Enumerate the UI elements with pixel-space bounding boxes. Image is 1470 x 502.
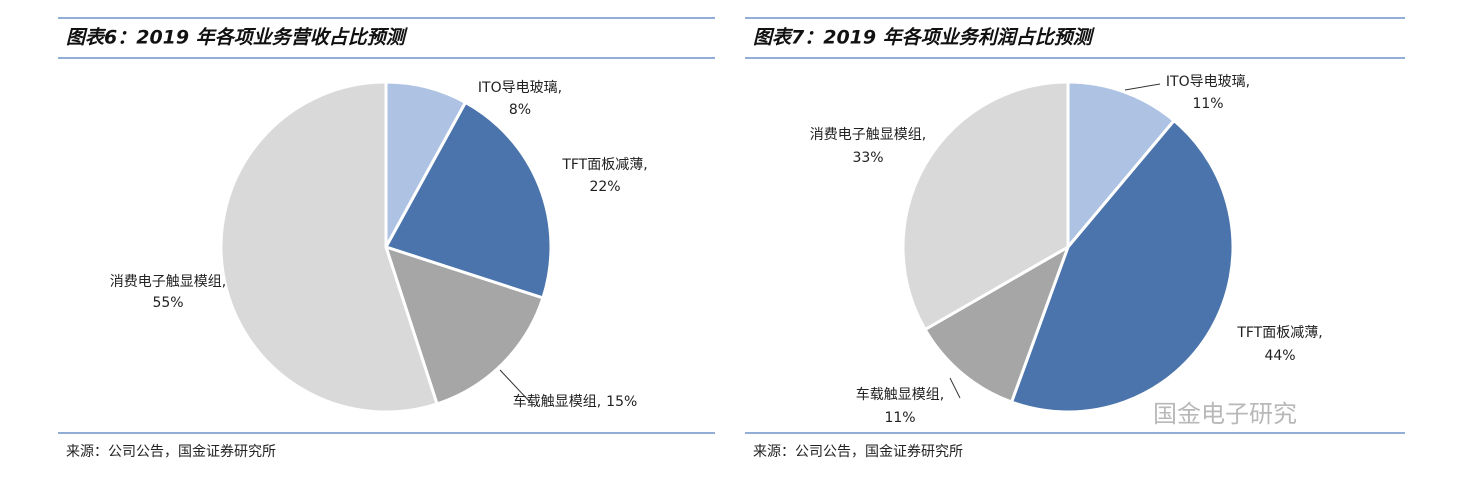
- pie-slice: [383, 100, 553, 300]
- category-label: 消费电子触显模组,: [110, 274, 226, 290]
- value-label: 44%: [1264, 348, 1295, 364]
- pie-slice: [1009, 118, 1235, 414]
- watermark: 国金电子研究: [1153, 400, 1297, 428]
- category-label: TFT面板减薄,: [561, 157, 647, 173]
- pie-slice: [901, 80, 1070, 332]
- value-label: 55%: [152, 295, 183, 311]
- value-label: 11%: [884, 410, 915, 426]
- source-note: 来源：公司公告，国金证券研究所: [66, 444, 276, 460]
- value-label: 33%: [852, 150, 883, 166]
- value-label: 22%: [589, 179, 620, 195]
- source-note: 来源：公司公告，国金证券研究所: [753, 444, 963, 460]
- slice-label: 车载触显模组, 15%: [513, 393, 638, 410]
- leader-line: [949, 377, 961, 399]
- pie-slice: [219, 80, 439, 414]
- category-label: ITO导电玻璃,: [1166, 73, 1250, 90]
- value-label: 11%: [1192, 96, 1223, 112]
- value-label: 15%: [606, 394, 637, 410]
- leader-line: [1124, 83, 1161, 91]
- pie-slice: [1066, 80, 1177, 252]
- chart-title: 图表6：2019 年各项业务营收占比预测: [66, 27, 409, 49]
- value-label: 8%: [509, 102, 531, 118]
- category-label: 车载触显模组,: [513, 393, 601, 410]
- chart-title: 图表7：2019 年各项业务利润占比预测: [753, 27, 1096, 49]
- category-label: 消费电子触显模组,: [810, 127, 926, 143]
- leader-line: [499, 369, 531, 403]
- pie-slice: [923, 243, 1071, 404]
- category-label: 车载触显模组,: [856, 386, 944, 403]
- category-label: ITO导电玻璃,: [478, 79, 562, 96]
- category-label: TFT面板减薄,: [1236, 325, 1322, 341]
